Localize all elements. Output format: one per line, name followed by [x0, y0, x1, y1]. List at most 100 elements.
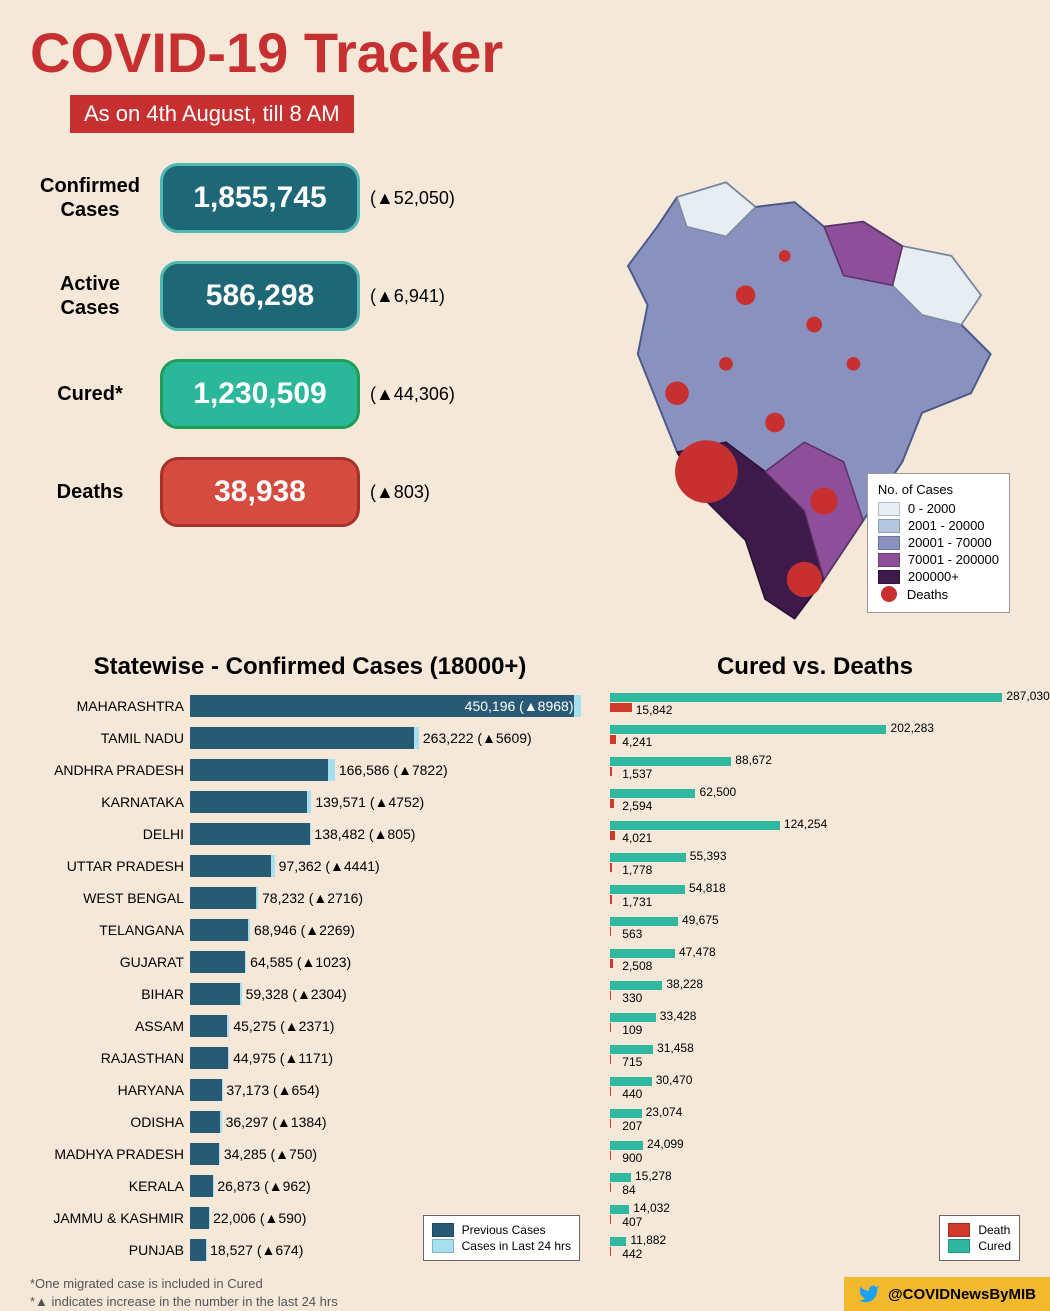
- india-map: No. of Cases 0 - 20002001 - 2000020001 -…: [530, 163, 1020, 643]
- bar-new: [228, 1047, 229, 1069]
- bar-label: 44,975 (▲1171): [233, 1050, 333, 1066]
- bar-new: [256, 887, 258, 909]
- legend-bin-label: 200000+: [908, 569, 959, 584]
- cvd-cured-bar: [610, 1045, 653, 1054]
- bar-prev: [190, 919, 248, 941]
- bar-label: 68,946 (▲2269): [254, 922, 355, 938]
- cvd-cured-label: 55,393: [690, 849, 727, 863]
- bar-new: [227, 1015, 229, 1037]
- bar-new: [220, 1111, 221, 1133]
- bar-track: 36,297 (▲1384): [190, 1111, 590, 1133]
- top-section: Confirmed Cases 1,855,745 (▲52,050) Acti…: [30, 163, 1020, 643]
- cvd-cured-label: 49,675: [682, 913, 719, 927]
- state-name: WEST BENGAL: [30, 890, 190, 906]
- cvd-cured-label: 124,254: [784, 817, 827, 831]
- cvd-legend: Death Cured: [939, 1215, 1020, 1261]
- legend-bin-label: 2001 - 20000: [908, 518, 985, 533]
- cvd-cured-label: 88,672: [735, 753, 772, 767]
- statewise-bar-row: WEST BENGAL 78,232 (▲2716): [30, 883, 590, 913]
- cvd-row: 47,478 2,508: [610, 947, 1020, 977]
- bar-track: 166,586 (▲7822): [190, 759, 590, 781]
- cvd-cured-label: 33,428: [660, 1009, 697, 1023]
- state-name: TAMIL NADU: [30, 730, 190, 746]
- stat-label: Deaths: [30, 480, 150, 504]
- cvd-track: 62,500 2,594: [610, 787, 1020, 817]
- bar-label: 45,275 (▲2371): [233, 1018, 334, 1034]
- cvd-track: 88,672 1,537: [610, 755, 1020, 785]
- stat-label: Confirmed Cases: [30, 174, 150, 222]
- cvd-cured-label: 202,283: [891, 721, 934, 735]
- cvd-cured-label: 23,074: [646, 1105, 683, 1119]
- bar-prev: [190, 1207, 209, 1229]
- statewise-chart-title: Statewise - Confirmed Cases (18000+): [30, 653, 590, 681]
- map-legend-deaths: Deaths: [878, 586, 999, 602]
- stat-change: (▲52,050): [370, 188, 455, 209]
- bar-label: 36,297 (▲1384): [226, 1114, 327, 1130]
- cvd-row: 15,278 84: [610, 1171, 1020, 1201]
- cvd-row: 24,099 900: [610, 1139, 1020, 1169]
- cvd-death-label: 207: [622, 1119, 642, 1133]
- cvd-chart-title: Cured vs. Deaths: [610, 653, 1020, 681]
- cvd-death-bar: [610, 1087, 611, 1096]
- cvd-cured-label: 15,278: [635, 1169, 672, 1183]
- cvd-row: 202,283 4,241: [610, 723, 1020, 753]
- cvd-death-bar: [610, 703, 632, 712]
- cvd-death-label: 442: [622, 1247, 642, 1261]
- bar-label: 138,482 (▲805): [314, 826, 415, 842]
- legend-swatch: [878, 570, 900, 584]
- statewise-bar-row: KARNATAKA 139,571 (▲4752): [30, 787, 590, 817]
- state-name: PUNJAB: [30, 1242, 190, 1258]
- statewise-bar-row: HARYANA 37,173 (▲654): [30, 1075, 590, 1105]
- cvd-death-bar: [610, 895, 612, 904]
- bar-new: [240, 983, 242, 1005]
- cvd-death-bar: [610, 1055, 611, 1064]
- bar-track: 26,873 (▲962): [190, 1175, 590, 1197]
- cvd-death-label: 2,594: [622, 799, 652, 813]
- statewise-bar-row: ODISHA 36,297 (▲1384): [30, 1107, 590, 1137]
- bar-track: 45,275 (▲2371): [190, 1015, 590, 1037]
- cvd-cured-bar: [610, 821, 780, 830]
- cvd-cured-label: 31,458: [657, 1041, 694, 1055]
- cvd-cured-bar: [610, 917, 678, 926]
- deaths-circle-icon: [881, 586, 897, 602]
- state-name: RAJASTHAN: [30, 1050, 190, 1066]
- bar-new: [222, 1079, 223, 1101]
- cvd-cured-label: 11,882: [630, 1233, 666, 1247]
- cvd-death-label: 715: [622, 1055, 642, 1069]
- state-name: MAHARASHTRA: [30, 698, 190, 714]
- cvd-track: 24,099 900: [610, 1139, 1020, 1169]
- statewise-bar-row: GUJARAT 64,585 (▲1023): [30, 947, 590, 977]
- cvd-cured-bar: [610, 693, 1002, 702]
- bar-new: [328, 759, 335, 781]
- statewise-bar-row: UTTAR PRADESH 97,362 (▲4441): [30, 851, 590, 881]
- statewise-bar-row: ASSAM 45,275 (▲2371): [30, 1011, 590, 1041]
- bar-new: [206, 1239, 207, 1261]
- map-legend-deaths-label: Deaths: [907, 587, 948, 602]
- cvd-cured-bar: [610, 853, 686, 862]
- cvd-death-bar: [610, 927, 611, 936]
- cvd-row: 54,818 1,731: [610, 883, 1020, 913]
- bar-track: 34,285 (▲750): [190, 1143, 590, 1165]
- page-title: COVID-19 Tracker: [30, 20, 1020, 85]
- legend-new-label: Cases in Last 24 hrs: [462, 1239, 571, 1253]
- cvd-cured-bar: [610, 885, 685, 894]
- statewise-bar-row: TAMIL NADU 263,222 (▲5609): [30, 723, 590, 753]
- stat-label: Cured*: [30, 382, 150, 406]
- stats-column: Confirmed Cases 1,855,745 (▲52,050) Acti…: [30, 163, 510, 643]
- cvd-death-label: 407: [622, 1215, 642, 1229]
- cvd-cured-label: 38,228: [666, 977, 703, 991]
- cvd-track: 55,393 1,778: [610, 851, 1020, 881]
- cvd-death-label: 84: [622, 1183, 635, 1197]
- bar-track: 37,173 (▲654): [190, 1079, 590, 1101]
- bar-track: 263,222 (▲5609): [190, 727, 590, 749]
- bar-track: 139,571 (▲4752): [190, 791, 590, 813]
- bar-new: [248, 919, 250, 941]
- bar-prev: [190, 1079, 222, 1101]
- cvd-death-bar: [610, 1151, 611, 1160]
- bar-label: 450,196 (▲8968): [465, 698, 574, 714]
- cvd-death-bar: [610, 863, 612, 872]
- cvd-cured-label: 24,099: [647, 1137, 684, 1151]
- cvd-row: 124,254 4,021: [610, 819, 1020, 849]
- stat-change: (▲44,306): [370, 384, 455, 405]
- bar-prev: [190, 1047, 228, 1069]
